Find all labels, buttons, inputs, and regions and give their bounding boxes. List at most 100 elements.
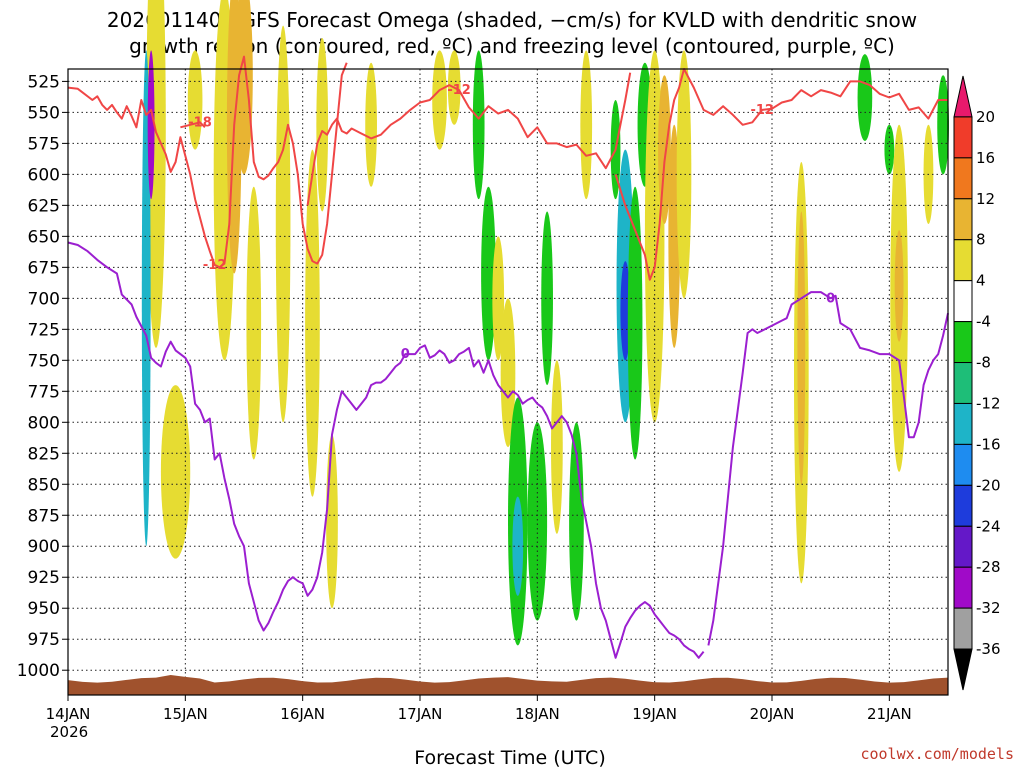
colorbar-label: 4 <box>976 272 986 290</box>
x-tick-label: 17JAN <box>398 705 443 723</box>
omega-shade-blob <box>797 211 806 485</box>
y-tick-label: 525 <box>28 72 60 92</box>
omega-shade-blob <box>527 422 548 621</box>
y-tick-label: 850 <box>28 475 60 495</box>
contour-line <box>306 72 632 206</box>
omega-shade-blob <box>187 50 203 150</box>
x-tick-label: 15JAN <box>163 705 208 723</box>
y-tick-label: 725 <box>28 320 60 340</box>
y-tick-label: 900 <box>28 537 60 557</box>
omega-shade-blob <box>472 50 485 200</box>
colorbar-label: -16 <box>976 435 1001 453</box>
omega-shade-blob <box>512 496 524 596</box>
colorbar-label: -28 <box>976 558 1001 576</box>
x-tick-label: 21JAN <box>867 705 912 723</box>
colorbar-swatch <box>953 566 973 609</box>
omega-shade-blob <box>141 50 151 547</box>
colorbar-swatch <box>953 525 973 568</box>
omega-shade-blob <box>246 186 262 460</box>
omega-shade-blob <box>432 50 447 150</box>
colorbar-swatch <box>953 362 973 404</box>
omega-shade-blob <box>541 211 553 386</box>
y-tick-label: 975 <box>28 630 60 650</box>
grid-lines <box>68 69 948 695</box>
y-tick-label: 875 <box>28 506 60 526</box>
colorbar-label: 12 <box>976 190 995 208</box>
colorbar-swatch <box>953 321 973 364</box>
omega-shade-blob <box>147 50 155 200</box>
contour-line <box>67 241 705 659</box>
omega-shade-blob <box>894 230 904 342</box>
terrain-layer <box>68 674 948 695</box>
contour-label: -12 <box>750 103 774 118</box>
contour-lines: -12 -12 -12 -18 0 0 <box>67 55 949 659</box>
omega-shading-layer <box>141 0 949 646</box>
x-tick-label: 20JAN <box>750 705 795 723</box>
colorbar-swatch <box>953 280 973 323</box>
colorbar-swatch <box>953 402 973 445</box>
omega-shade-blob <box>569 422 584 621</box>
contour-line <box>180 121 206 129</box>
x-tick-label: 19JAN <box>632 705 677 723</box>
y-tick-label: 575 <box>28 134 60 154</box>
omega-shade-blob <box>481 186 496 361</box>
omega-shade-blob <box>235 0 253 175</box>
contour-label: 0 <box>826 291 835 306</box>
colorbar-swatch <box>953 484 973 527</box>
colorbar-swatch <box>953 648 973 691</box>
omega-shade-blob <box>365 62 377 187</box>
y-tick-label: 675 <box>28 258 60 278</box>
contour-line <box>614 68 948 281</box>
omega-shade-blob <box>937 75 949 175</box>
y-tick-label: 950 <box>28 599 60 619</box>
x-tick-label: 14JAN <box>46 705 91 723</box>
omega-shade-blob <box>620 261 631 361</box>
colorbar-swatch <box>953 157 973 200</box>
colorbar-label: -32 <box>976 599 1001 617</box>
omega-shade-blob <box>275 25 291 423</box>
contour-line <box>707 291 949 646</box>
colorbar-label: -12 <box>976 394 1001 412</box>
colorbar-label: -8 <box>976 354 991 372</box>
y-tick-label: 700 <box>28 289 60 309</box>
omega-shade-blob <box>316 38 329 212</box>
colorbar-swatch <box>953 607 973 650</box>
credit-text: coolwx.com/models <box>860 745 1014 763</box>
contour-line <box>67 55 348 269</box>
colorbar-swatch <box>953 239 973 282</box>
contour-label: -12 <box>203 258 227 273</box>
contour-label: 0 <box>401 347 410 362</box>
omega-shade-blob <box>326 434 338 609</box>
omega-shade-blob <box>551 360 563 534</box>
plot-frame <box>67 68 949 696</box>
omega-shade-blob <box>884 124 895 175</box>
colorbar-swatch <box>953 116 973 159</box>
colorbar-swatch <box>953 443 973 486</box>
y-tick-label: 925 <box>28 568 60 588</box>
contour-label: -18 <box>188 115 212 130</box>
colorbar-label: -36 <box>976 640 1001 658</box>
y-tick-label: 600 <box>28 165 60 185</box>
omega-shade-blob <box>580 50 593 200</box>
colorbar-swatch <box>953 75 973 118</box>
terrain-ground <box>68 674 948 695</box>
colorbar-label: 20 <box>976 108 995 126</box>
contour-label: -12 <box>447 83 471 98</box>
colorbar-legend: 20 16 12 8 4 -4 -8 -12 -16 -20 -24 -28 -32 -36 <box>953 75 1001 691</box>
x-tick-label: 16JAN <box>280 705 325 723</box>
colorbar-swatch <box>953 198 973 241</box>
colorbar-label: 16 <box>976 149 995 167</box>
x-axis-year: 2026 <box>50 723 88 741</box>
y-tick-label: 550 <box>28 103 60 123</box>
y-tick-label: 800 <box>28 413 60 433</box>
x-tick-label: 18JAN <box>515 705 560 723</box>
y-tick-label: 775 <box>28 382 60 402</box>
y-tick-label: 625 <box>28 196 60 216</box>
y-tick-label: 825 <box>28 444 60 464</box>
x-axis-ticks: 14JAN 15JAN 16JAN 17JAN 18JAN 19JAN 20JAN 21JAN <box>46 695 912 723</box>
colorbar-label: -24 <box>976 517 1001 535</box>
chart-title-line2: growth region (contoured, red, ºC) and f… <box>129 34 895 58</box>
omega-shade-blob <box>857 54 873 141</box>
y-tick-label: 650 <box>28 227 60 247</box>
